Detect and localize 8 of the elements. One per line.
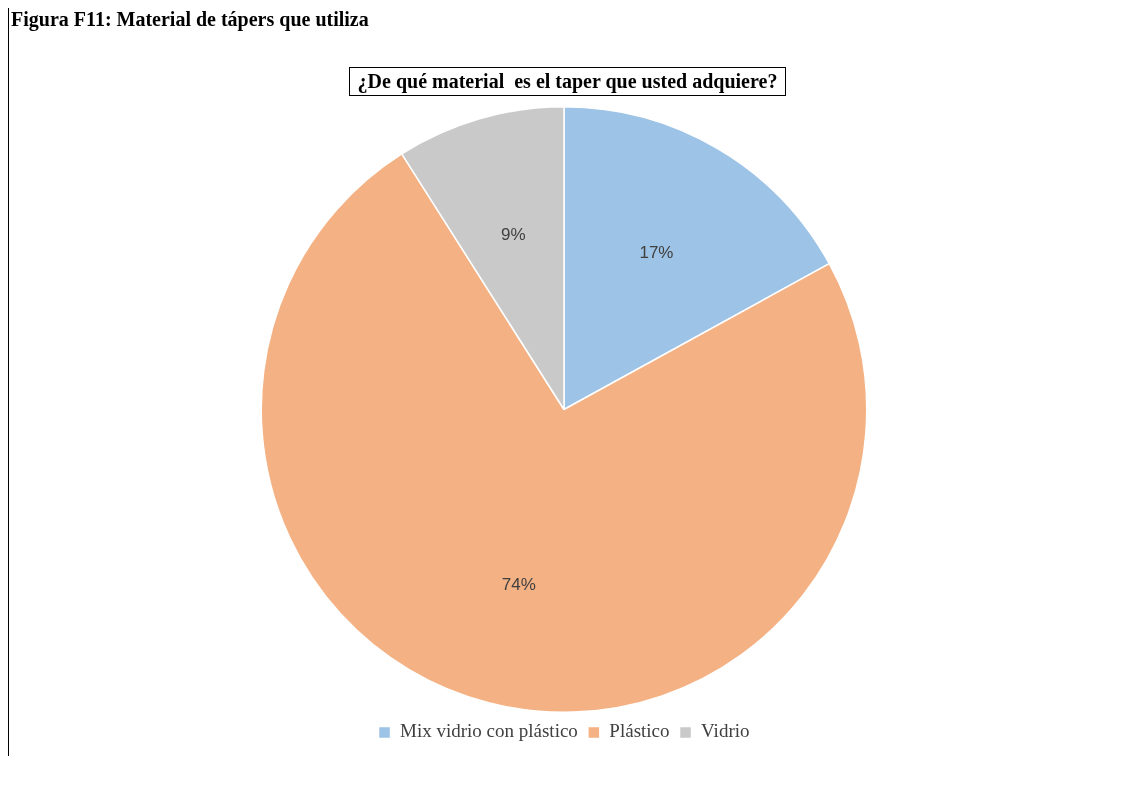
data-label: 17% bbox=[639, 242, 674, 262]
legend-label: Mix vidrio con plástico bbox=[400, 720, 578, 742]
legend-label: Vidrio bbox=[701, 720, 750, 742]
data-label: 74% bbox=[501, 575, 536, 595]
legend-label: Plástico bbox=[609, 720, 670, 742]
chart-title: Figura F11: Material de tápers que utiliza bbox=[10, 8, 370, 31]
chart-subtitle: ¿De qué material es el taper que usted adquiere? bbox=[348, 67, 787, 96]
data-label: 9% bbox=[501, 224, 526, 244]
